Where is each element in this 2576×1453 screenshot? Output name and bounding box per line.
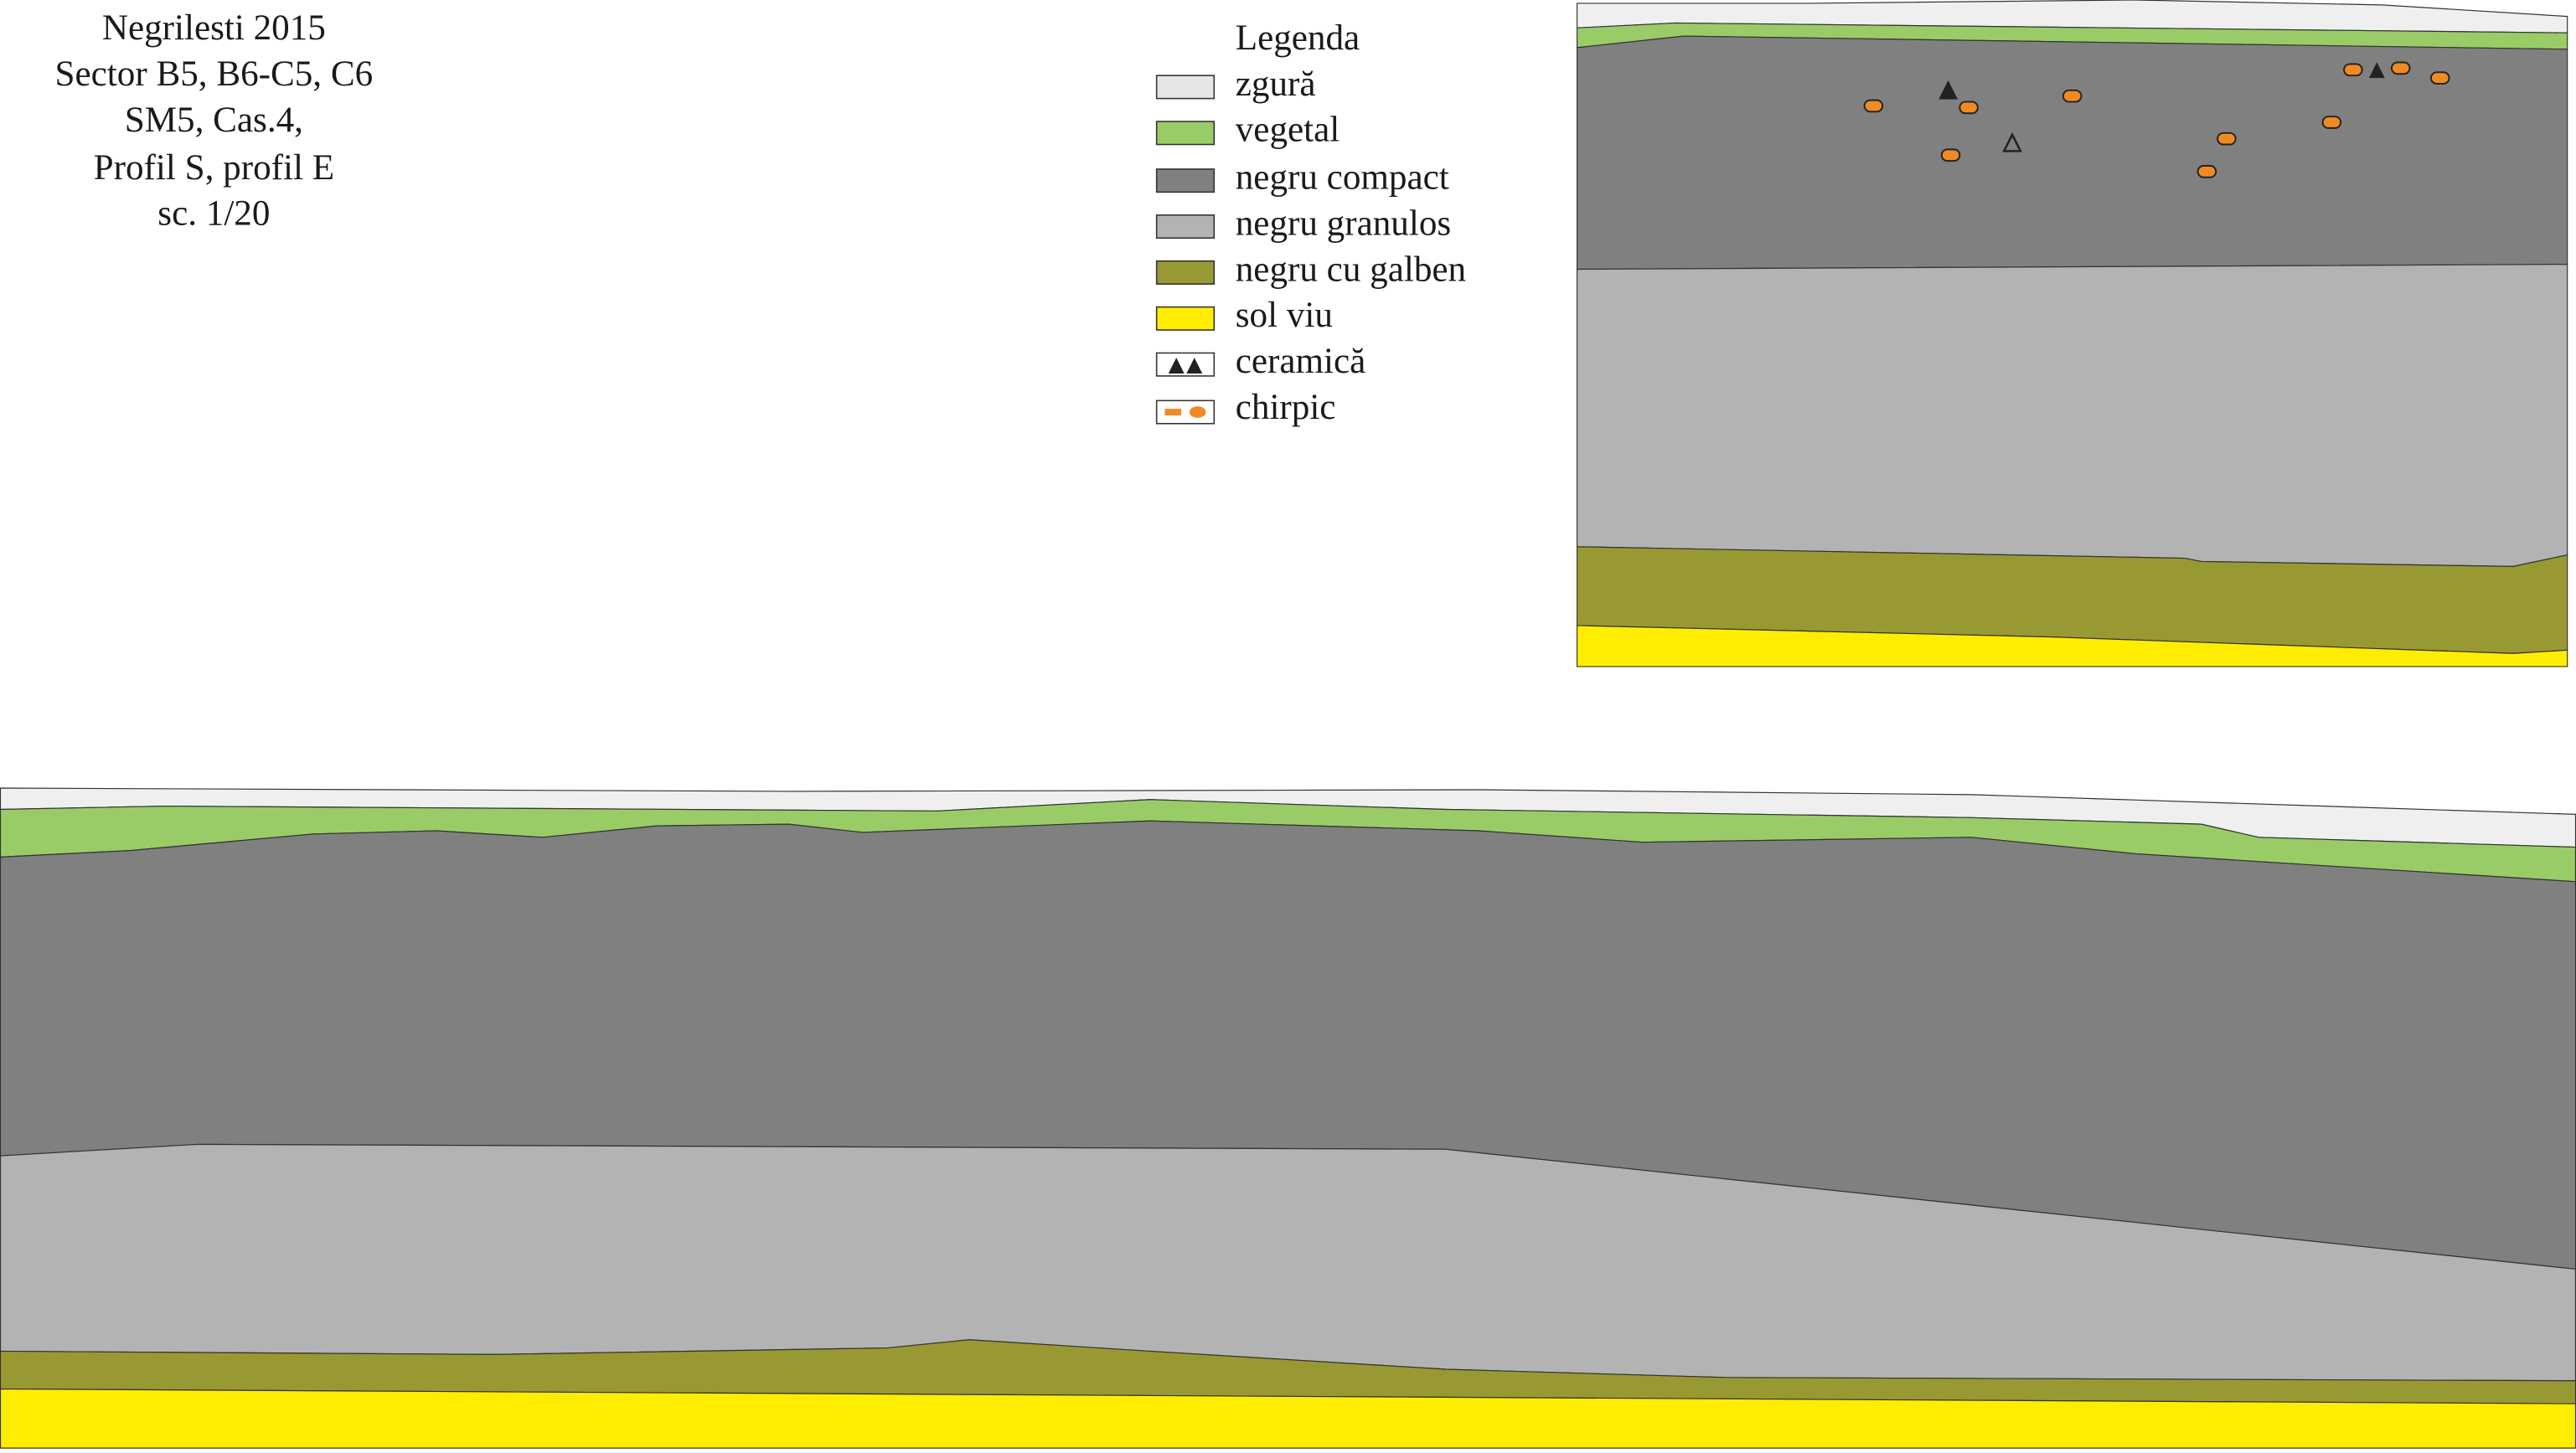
legend-title: Legenda (1236, 18, 1360, 58)
legend-swatch (1155, 121, 1216, 146)
legend-swatch (1155, 168, 1216, 193)
legend-label: zgură (1236, 64, 1316, 104)
layer-negru-compact (1576, 35, 2568, 271)
title-line: sc. 1/20 (157, 194, 270, 234)
legend-swatch (1155, 399, 1216, 425)
legend-swatch (1155, 260, 1216, 285)
legend-label: ceramică (1236, 342, 1366, 381)
legend-swatch (1155, 214, 1216, 240)
legend-label: negru compact (1236, 158, 1449, 198)
legend-label: negru granulos (1236, 204, 1451, 243)
profile-bottom (0, 787, 2576, 1449)
profile-top (1576, 0, 2568, 667)
layer-negru-granulos (1576, 264, 2568, 567)
legend-label: negru cu galben (1236, 250, 1466, 289)
legend-swatch (1155, 306, 1216, 331)
finds (1863, 61, 2450, 178)
legend-label: sol viu (1236, 296, 1333, 335)
title-line: Sector B5, B6-C5, C6 (55, 54, 374, 94)
legend-swatch (1155, 75, 1216, 100)
title-line: SM5, Cas.4, (125, 100, 303, 140)
title-line: Profil S, profil E (94, 148, 334, 188)
layer-sol-viu (0, 1388, 2576, 1449)
legend-label: vegetal (1236, 111, 1340, 150)
title-line: Negrilesti 2015 (102, 8, 326, 48)
layer-sol-viu (1576, 625, 2568, 667)
legend-label: chirpic (1236, 388, 1336, 427)
title-block: Negrilesti 2015 Sector B5, B6-C5, C6 SM5… (55, 8, 374, 234)
legend: Legenda zgură vegetal negru compact negr… (1155, 18, 1466, 427)
legend-swatch (1155, 352, 1216, 377)
